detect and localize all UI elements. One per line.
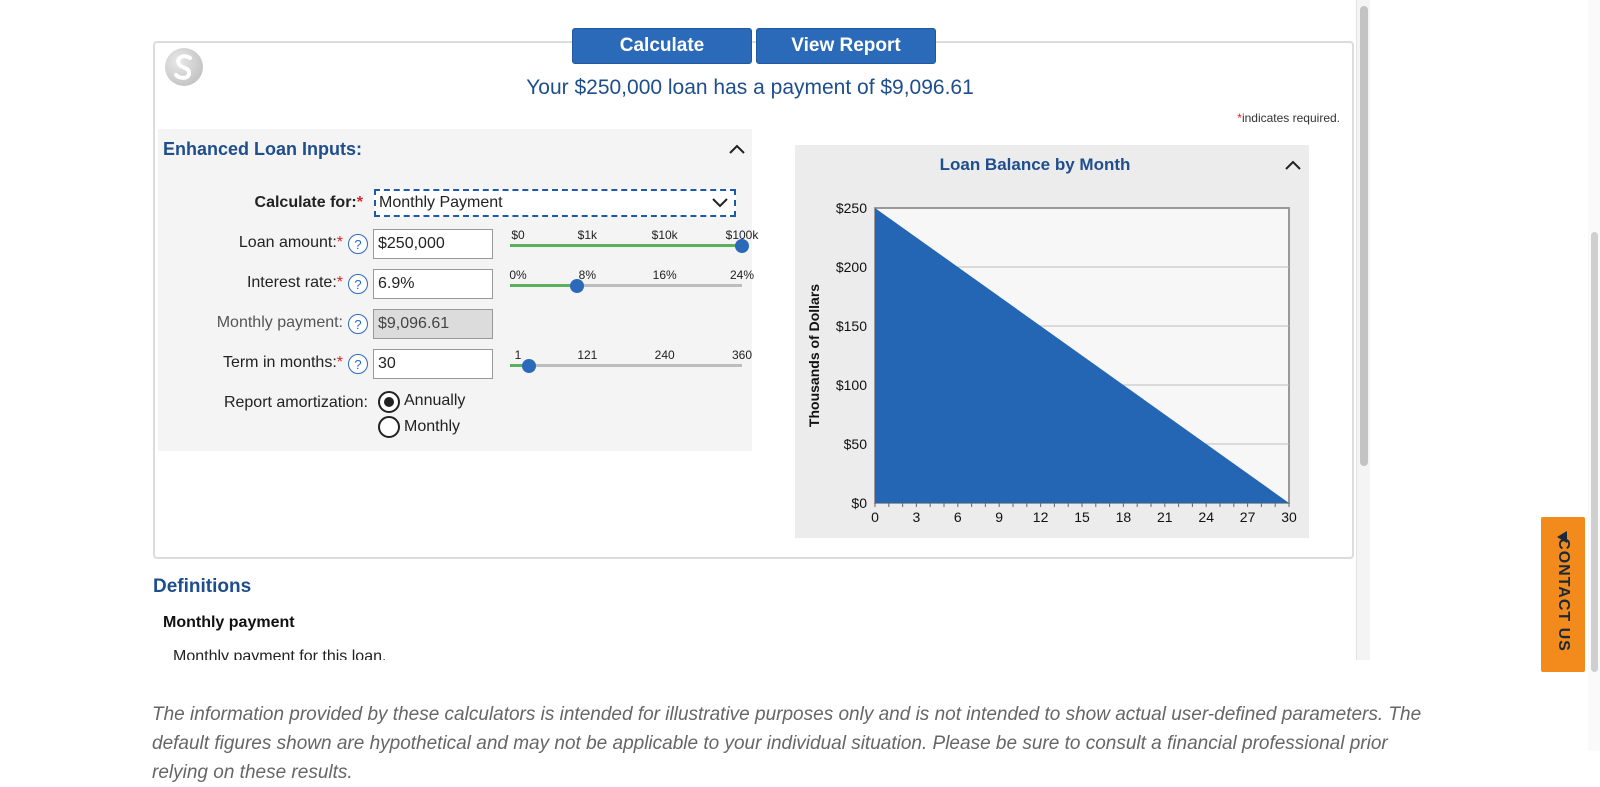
term-months-slider[interactable]: 1 121 240 360 xyxy=(510,348,752,373)
calculator-scrollbar-thumb[interactable] xyxy=(1360,6,1368,466)
slider-track[interactable] xyxy=(510,364,742,367)
required-star: * xyxy=(336,354,343,371)
chevron-down-icon xyxy=(712,198,728,208)
x-tick-label: 30 xyxy=(1281,509,1297,525)
interest-rate-help-icon[interactable]: ? xyxy=(348,274,368,294)
logo-s-icon xyxy=(174,54,192,80)
term-months-label: Term in months:* xyxy=(143,354,343,372)
calculate-for-select[interactable]: Monthly Payment xyxy=(374,189,736,217)
x-tick-label: 15 xyxy=(1074,509,1090,525)
slider-tick-label: $100k xyxy=(725,228,759,242)
x-tick-label: 27 xyxy=(1240,509,1256,525)
monthly-payment-output: $9,096.61 xyxy=(373,309,493,339)
slider-tick-label: 240 xyxy=(654,348,675,362)
y-tick-label: $200 xyxy=(836,259,867,275)
x-tick-label: 24 xyxy=(1198,509,1214,525)
loan-amount-label-text: Loan amount: xyxy=(238,234,337,251)
term-months-input[interactable]: 30 xyxy=(373,349,493,379)
required-note-text: indicates required. xyxy=(1241,111,1340,125)
x-tick-label: 12 xyxy=(1033,509,1049,525)
calculator-frame: Calculate View Report Your $250,000 loan… xyxy=(143,28,1354,660)
company-logo xyxy=(165,48,203,86)
x-tick-label: 3 xyxy=(913,509,921,525)
slider-tick-label: 0% xyxy=(509,268,527,282)
triangle-left-icon xyxy=(1557,531,1567,543)
loan-balance-chart: $0 $50 $100 $150 $200 $250 0 3 6 9 12 15 18 21 24 27 30 T… xyxy=(806,200,1297,525)
slider-tick-label: 360 xyxy=(731,348,753,362)
calculator-scrollbar[interactable] xyxy=(1356,0,1370,660)
slider-track[interactable] xyxy=(510,284,742,287)
term-months-label-text: Term in months: xyxy=(222,354,337,371)
slider-fill xyxy=(510,244,742,247)
slider-tick-label: 1 xyxy=(514,348,522,362)
calculate-for-value: Monthly Payment xyxy=(379,194,503,211)
x-tick-label: 18 xyxy=(1116,509,1132,525)
interest-rate-label-text: Interest rate: xyxy=(246,274,337,291)
loan-amount-slider[interactable]: $0 $1k $10k $100k xyxy=(510,228,758,253)
radio-annually[interactable] xyxy=(378,391,400,413)
required-star: * xyxy=(1237,111,1242,125)
required-star: * xyxy=(336,274,343,291)
disclaimer-text: The information provided by these calcul… xyxy=(152,704,1422,783)
loan-amount-label: Loan amount:* xyxy=(143,234,343,252)
loan-amount-help-icon[interactable]: ? xyxy=(348,234,368,254)
contact-us-label: CONTACT US xyxy=(1555,537,1572,652)
contact-us-tab[interactable]: CONTACT US xyxy=(1541,517,1585,672)
term-months-help-icon[interactable]: ? xyxy=(348,354,368,374)
balance-area xyxy=(875,208,1289,503)
calculate-for-label: Calculate for:* xyxy=(163,194,363,212)
collapse-chart-chevron-up-icon[interactable] xyxy=(1285,160,1301,170)
y-tick-label: $50 xyxy=(844,436,868,452)
slider-thumb[interactable] xyxy=(521,359,536,373)
loan-amount-input[interactable]: $250,000 xyxy=(373,229,493,259)
slider-tick-label: 24% xyxy=(729,268,755,282)
slider-fill xyxy=(510,364,529,367)
calculate-for-label-text: Calculate for: xyxy=(254,194,357,211)
slider-tick-label: 16% xyxy=(652,268,677,282)
slider-fill xyxy=(510,284,577,287)
required-note: *indicates required. xyxy=(1140,111,1340,125)
radio-monthly-label: Monthly xyxy=(404,418,461,435)
definition-text: Monthly payment for this loan. xyxy=(173,648,387,660)
calculate-button[interactable]: Calculate xyxy=(572,28,752,64)
required-star: * xyxy=(336,234,343,251)
x-tick-label: 9 xyxy=(995,509,1003,525)
interest-rate-label: Interest rate:* xyxy=(143,274,343,292)
definitions-title: Definitions xyxy=(153,576,252,597)
y-tick-label: $150 xyxy=(836,318,867,334)
required-star: * xyxy=(356,194,363,211)
radio-annually-label: Annually xyxy=(404,392,466,409)
collapse-inputs-chevron-up-icon[interactable] xyxy=(729,144,745,154)
y-tick-label: $0 xyxy=(851,495,867,511)
slider-tick-label: 121 xyxy=(577,348,598,362)
slider-thumb[interactable] xyxy=(735,239,749,253)
monthly-payment-help-icon[interactable]: ? xyxy=(348,314,368,334)
slider-tick-label: $10k xyxy=(651,228,678,242)
report-amortization-label: Report amortization: xyxy=(223,394,368,411)
slider-thumb[interactable] xyxy=(569,279,584,293)
definition-term: Monthly payment xyxy=(163,614,295,631)
slider-tick-label: $1k xyxy=(577,228,598,242)
x-tick-label: 6 xyxy=(954,509,962,525)
interest-rate-input[interactable]: 6.9% xyxy=(373,269,493,299)
y-tick-label: $250 xyxy=(836,200,867,216)
slider-tick-label: $0 xyxy=(511,228,525,242)
slider-tick-label: 8% xyxy=(578,268,596,282)
monthly-payment-label: Monthly payment: xyxy=(216,314,343,331)
loan-inputs-title: Enhanced Loan Inputs: xyxy=(163,139,363,159)
x-tick-label: 0 xyxy=(871,509,879,525)
y-axis-label: Thousands of Dollars xyxy=(806,284,822,427)
view-report-button[interactable]: View Report xyxy=(756,28,936,64)
x-tick-label: 21 xyxy=(1157,509,1173,525)
chart-title: Loan Balance by Month xyxy=(939,155,1131,174)
window-scrollbar[interactable] xyxy=(1588,0,1600,751)
radio-monthly[interactable] xyxy=(378,416,400,438)
interest-rate-slider[interactable]: 0% 8% 16% 24% xyxy=(509,268,754,293)
y-tick-label: $100 xyxy=(836,377,867,393)
result-headline: Your $250,000 loan has a payment of $9,0… xyxy=(526,76,974,99)
window-scrollbar-thumb[interactable] xyxy=(1591,232,1598,672)
